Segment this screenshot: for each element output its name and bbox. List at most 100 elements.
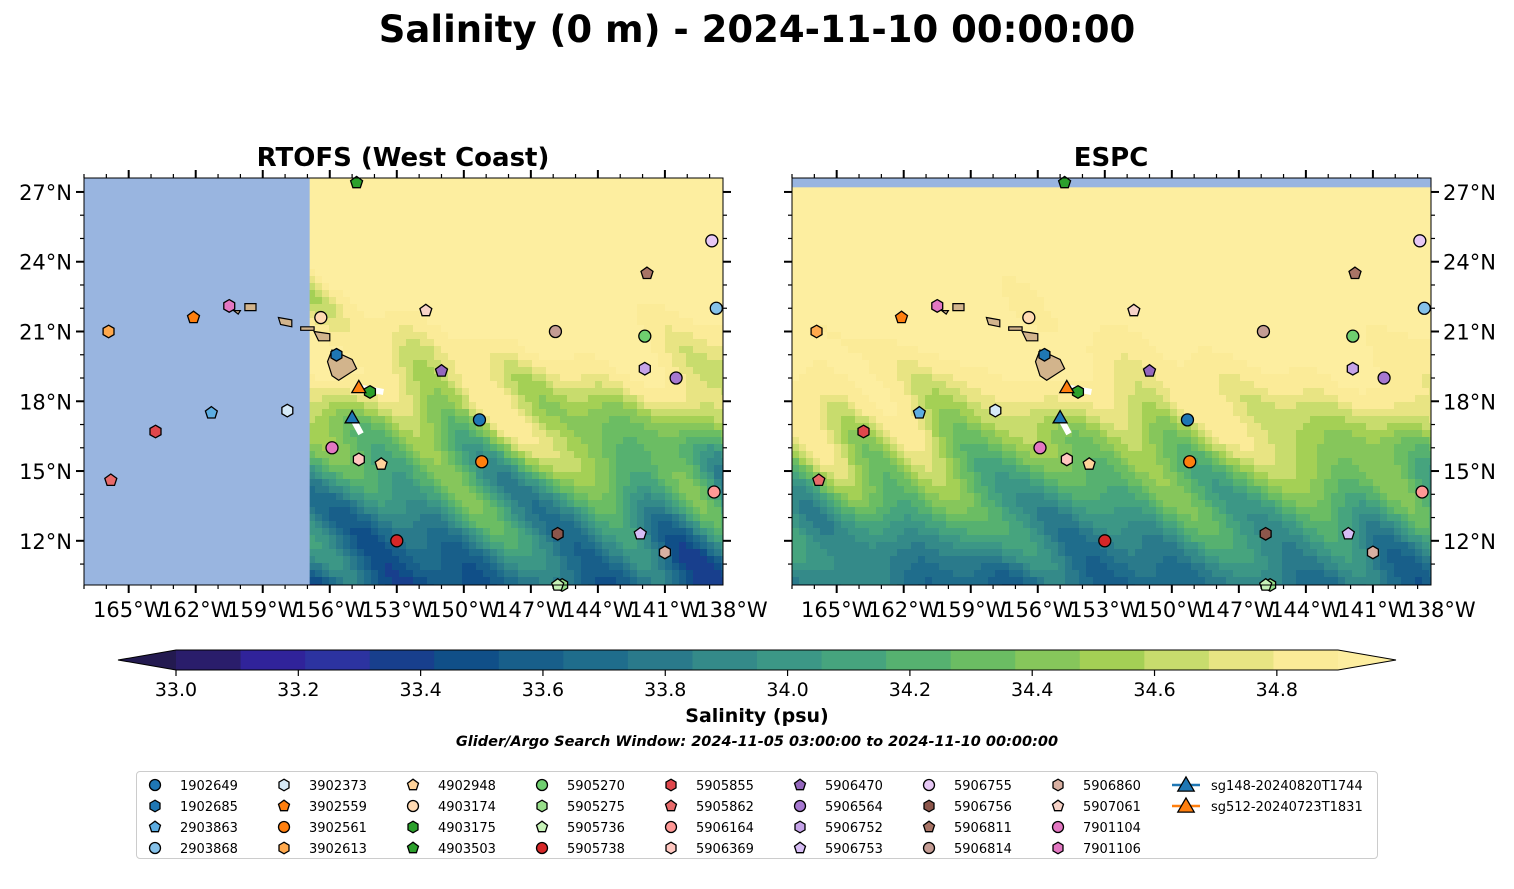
colorbar-tick-label: 33.2 bbox=[277, 679, 319, 701]
colorbar-segment bbox=[1015, 650, 1081, 670]
obs-marker-5907061 bbox=[419, 303, 433, 317]
colorbar-tick-label: 33.8 bbox=[644, 679, 686, 701]
colorbar-segment bbox=[1079, 650, 1145, 670]
x-tick-label: 144°W bbox=[1270, 598, 1342, 622]
colorbar-segment bbox=[886, 650, 952, 670]
salinity-field bbox=[792, 178, 1432, 586]
obs-marker-3902561 bbox=[475, 455, 489, 469]
obs-marker-3902373 bbox=[989, 403, 1002, 418]
y-tick-label: 27°N bbox=[1443, 181, 1496, 205]
colorbar-tick-label: 33.0 bbox=[155, 679, 197, 701]
colorbar-tick-label: 34.0 bbox=[766, 679, 808, 701]
map-panel-espc: ESPC 165°W162°W159°W156°W153°W150°W147°W… bbox=[784, 143, 1496, 622]
obs-marker-sg148-20240820T1744 bbox=[343, 409, 361, 424]
land-island bbox=[1008, 326, 1023, 331]
y-tick-label: 18°N bbox=[1443, 390, 1496, 414]
obs-marker-2903863 bbox=[204, 405, 219, 419]
colorbar-segment bbox=[240, 650, 306, 670]
obs-marker-5906860 bbox=[658, 545, 672, 560]
x-tick-label: 159°W bbox=[227, 598, 299, 622]
colorbar-over-extension bbox=[1338, 650, 1396, 670]
x-tick-label: 156°W bbox=[294, 598, 366, 622]
obs-marker-3902373 bbox=[281, 403, 294, 418]
obs-marker-1902685 bbox=[330, 347, 343, 362]
x-tick-label: 162°W bbox=[868, 598, 940, 622]
obs-marker-4903174 bbox=[1022, 310, 1036, 325]
obs-marker-5906814 bbox=[1256, 324, 1271, 339]
obs-marker-5905862 bbox=[104, 473, 118, 487]
x-tick-label: 147°W bbox=[1203, 598, 1275, 622]
colorbar-segment bbox=[498, 650, 564, 670]
obs-marker-7901106 bbox=[223, 298, 236, 313]
land-island bbox=[952, 303, 965, 312]
colorbar-tick-label: 34.4 bbox=[1011, 679, 1053, 701]
outside-model-domain bbox=[84, 178, 310, 585]
colorbar-segment bbox=[692, 650, 758, 670]
x-tick-label: 162°W bbox=[160, 598, 232, 622]
colorbar-segment bbox=[821, 650, 887, 670]
x-tick-label: 153°W bbox=[1069, 598, 1141, 622]
colorbar-tick-label: 33.4 bbox=[399, 679, 441, 701]
figure-title: Salinity (0 m) - 2024-11-10 00:00:00 bbox=[379, 8, 1135, 51]
colorbar-segment bbox=[563, 650, 629, 670]
colorbar-segment bbox=[305, 650, 371, 670]
obs-marker-5906752 bbox=[638, 361, 651, 376]
obs-marker-3902559 bbox=[186, 310, 201, 324]
obs-marker-5905738 bbox=[1098, 534, 1112, 548]
panel-title-rtofs: RTOFS (West Coast) bbox=[257, 143, 550, 173]
panel-title-espc: ESPC bbox=[1074, 143, 1149, 173]
colorbar-segment bbox=[1208, 650, 1274, 670]
y-tick-label: 24°N bbox=[1443, 251, 1496, 275]
obs-marker-5906811 bbox=[640, 266, 654, 280]
y-tick-label: 18°N bbox=[19, 390, 72, 414]
colorbar-tick-label: 33.6 bbox=[522, 679, 564, 701]
obs-marker-5905736 bbox=[1258, 577, 1273, 591]
obs-marker-5905855 bbox=[857, 424, 870, 439]
obs-marker-5906369 bbox=[352, 452, 365, 467]
obs-marker-7901106 bbox=[931, 298, 944, 313]
land-island bbox=[939, 310, 950, 315]
search-window-caption: Glider/Argo Search Window: 2024-11-05 03… bbox=[456, 734, 1058, 750]
obs-marker-5905738 bbox=[390, 534, 404, 548]
obs-marker-5905270 bbox=[638, 329, 652, 343]
obs-marker-5905862 bbox=[812, 473, 826, 487]
obs-marker-5906564 bbox=[1377, 371, 1391, 385]
obs-marker-4903503 bbox=[349, 175, 364, 189]
obs-marker-5906752 bbox=[1346, 361, 1359, 376]
obs-marker-5906369 bbox=[1060, 452, 1073, 467]
colorbar-label: Salinity (psu) bbox=[685, 705, 828, 727]
obs-marker-3902613 bbox=[810, 324, 823, 339]
x-tick-label: 156°W bbox=[1002, 598, 1074, 622]
obs-marker-5906811 bbox=[1348, 266, 1362, 280]
panel-frame bbox=[83, 177, 724, 586]
obs-marker-3902559 bbox=[894, 310, 909, 324]
land-island bbox=[231, 310, 242, 315]
obs-marker-5907061 bbox=[1127, 303, 1141, 317]
x-tick-label: 141°W bbox=[629, 598, 701, 622]
colorbar-segment bbox=[369, 650, 435, 670]
obs-marker-5906753 bbox=[633, 526, 648, 540]
x-tick-label: 165°W bbox=[93, 598, 165, 622]
land-island bbox=[300, 326, 315, 331]
obs-marker-5906756 bbox=[551, 526, 564, 541]
x-tick-label: 147°W bbox=[495, 598, 567, 622]
obs-marker-5906470 bbox=[434, 363, 449, 377]
obs-marker-5906164 bbox=[707, 485, 721, 499]
obs-marker-4903175 bbox=[363, 384, 377, 400]
colorbar-segment bbox=[434, 650, 500, 670]
obs-marker-5906860 bbox=[1366, 545, 1380, 560]
x-tick-label: 150°W bbox=[1136, 598, 1208, 622]
obs-marker-1902649 bbox=[1180, 413, 1195, 427]
y-tick-label: 12°N bbox=[19, 530, 72, 554]
colorbar-tick-label: 34.2 bbox=[889, 679, 931, 701]
obs-marker-4903503 bbox=[1057, 175, 1072, 189]
x-tick-label: 138°W bbox=[1404, 598, 1476, 622]
obs-marker-2903868 bbox=[1417, 301, 1431, 315]
obs-marker-sg148-20240820T1744 bbox=[1051, 409, 1069, 424]
y-tick-label: 27°N bbox=[19, 181, 72, 205]
obs-marker-5905736 bbox=[550, 577, 565, 591]
obs-marker-4903175 bbox=[1071, 384, 1085, 400]
colorbar-segment bbox=[950, 650, 1016, 670]
obs-marker-5906755 bbox=[1413, 234, 1427, 248]
